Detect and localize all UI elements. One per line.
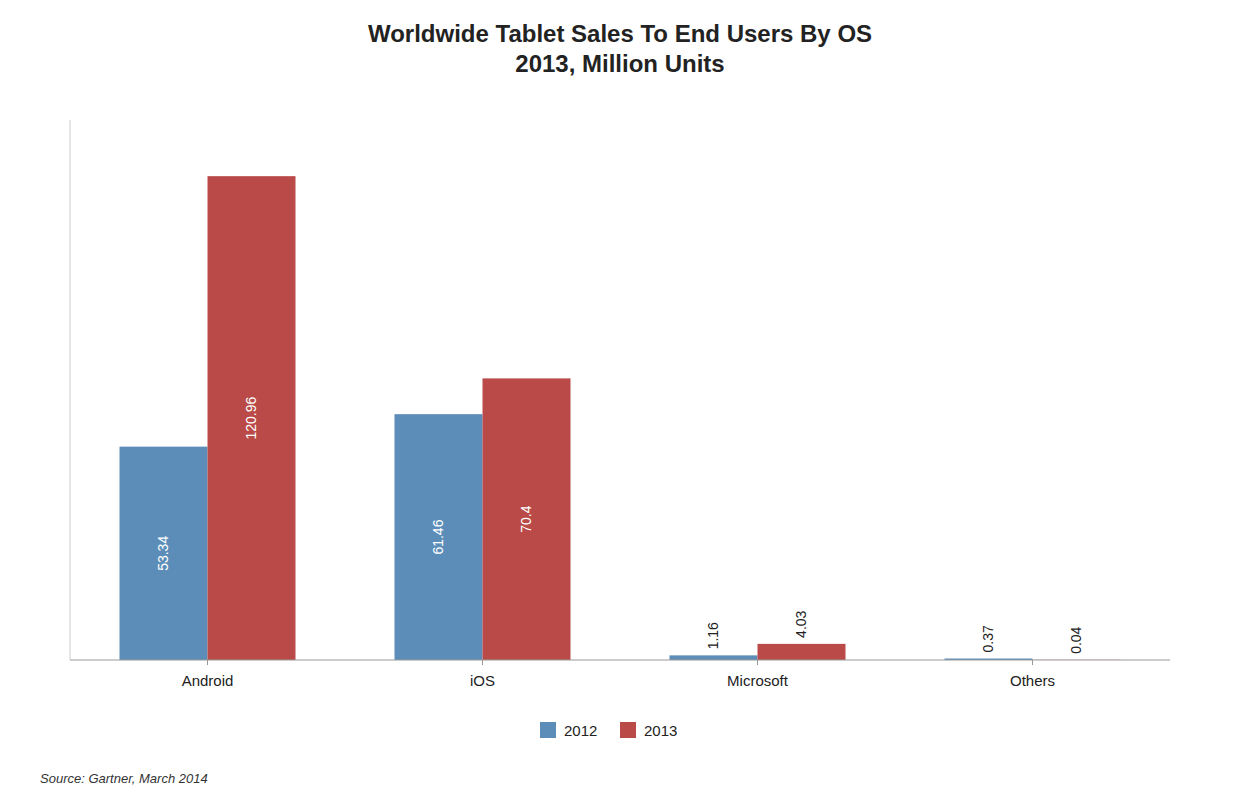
bar [758,644,846,660]
legend-swatch [540,722,556,738]
legend-swatch [620,722,636,738]
bar [483,378,571,660]
data-label: 70.4 [519,505,535,532]
x-tick [482,660,483,665]
data-label: 120.96 [244,396,260,439]
data-labels: 53.34 61.46 1.16 0.37 120.96 70.4 4.03 0.04 [156,396,1085,653]
x-tick-label: Android [182,672,234,689]
background [0,0,1240,805]
legend-label: 2013 [644,722,677,739]
x-axis-line [70,660,1170,661]
data-label: 0.04 [1069,626,1085,653]
title-line: Worldwide Tablet Sales To End Users By O… [368,20,872,47]
data-label: 4.03 [794,610,810,637]
legend: 2012 2013 [540,722,677,739]
data-label: 61.46 [431,519,447,554]
source-note: Source: Gartner, March 2014 [40,771,208,786]
bars [120,176,1121,660]
chart-svg: Worldwide Tablet Sales To End Users By O… [0,0,1240,805]
x-tick [1032,660,1033,665]
y-axis-line [70,120,71,660]
data-label: 1.16 [706,622,722,649]
data-label: 0.37 [981,625,997,652]
x-tick-label: iOS [470,672,495,689]
x-tick [207,660,208,665]
x-tick-label: Others [1010,672,1055,689]
bar [670,655,758,660]
data-label: 53.34 [156,536,172,571]
bar [395,414,483,660]
bar [208,176,296,660]
bar [120,447,208,660]
legend-label: 2012 [564,722,597,739]
x-tick-label: Microsoft [727,672,789,689]
title: Worldwide Tablet Sales To End Users By O… [368,20,872,77]
chart-container: Worldwide Tablet Sales To End Users By O… [0,0,1240,805]
x-tick [757,660,758,665]
title-line: 2013, Million Units [515,50,724,77]
